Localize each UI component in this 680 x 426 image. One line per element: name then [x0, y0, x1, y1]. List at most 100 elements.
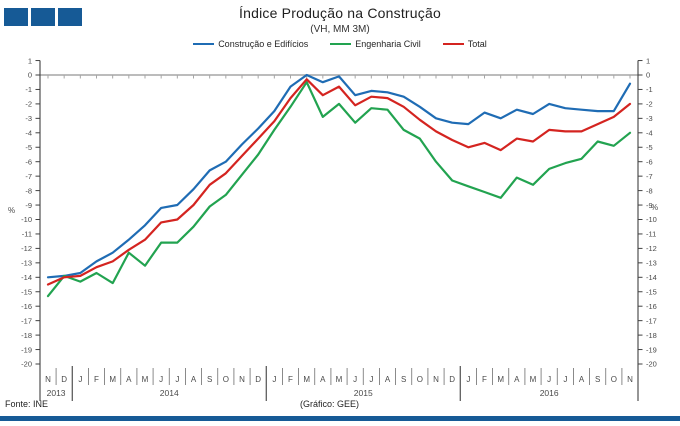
percent-label: %	[651, 203, 658, 212]
month-label: N	[433, 375, 439, 384]
y-tick-label: -4	[25, 129, 32, 138]
legend-label: Engenharia Civil	[355, 39, 421, 49]
series-line-constru-o-e-edif-cios	[46, 73, 632, 279]
y-tick-label: -14	[646, 273, 657, 282]
y-tick-label: 0	[28, 71, 32, 80]
y-tick-label: -20	[646, 360, 657, 369]
y-tick-label: -11	[646, 230, 656, 239]
plot-svg: 10-1-2-3-4-5-6-7-8-9-10-11-12-13-14-15-1…	[8, 56, 658, 401]
y-tick-label: -19	[21, 345, 32, 354]
y-tick-label: -14	[21, 273, 32, 282]
month-label: M	[530, 375, 537, 384]
y-tick-label: -16	[646, 302, 657, 311]
y-tick-label: 1	[28, 56, 32, 65]
month-label: J	[175, 375, 179, 384]
y-tick-label: -6	[25, 157, 32, 166]
y-tick-label: -18	[21, 331, 32, 340]
month-label: J	[466, 375, 470, 384]
y-tick-label: -2	[646, 100, 653, 109]
series-line-engenharia-civil	[46, 81, 632, 298]
month-label: F	[94, 375, 99, 384]
legend-label: Total	[467, 39, 487, 49]
month-label: J	[353, 375, 357, 384]
month-label: A	[514, 375, 520, 384]
month-label: S	[401, 375, 406, 384]
legend-item: Engenharia Civil	[330, 39, 421, 49]
y-tick-label: -10	[21, 215, 32, 224]
month-label: N	[45, 375, 51, 384]
y-tick-label: -11	[22, 230, 32, 239]
month-label: A	[579, 375, 585, 384]
y-tick-label: -3	[25, 114, 32, 123]
month-label: F	[288, 375, 293, 384]
month-label: S	[207, 375, 212, 384]
year-label: 2014	[160, 388, 179, 398]
month-label: A	[385, 375, 391, 384]
y-tick-label: -4	[646, 129, 653, 138]
y-tick-label: -10	[646, 215, 657, 224]
month-label: D	[61, 375, 67, 384]
month-label: J	[563, 375, 567, 384]
series-line-total	[46, 78, 632, 286]
year-label: 2016	[540, 388, 559, 398]
y-tick-label: -12	[646, 244, 657, 253]
y-tick-label: -3	[646, 114, 653, 123]
y-tick-label: 0	[646, 71, 650, 80]
y-tick-label: 1	[646, 56, 650, 65]
month-label: O	[611, 375, 617, 384]
month-label: A	[191, 375, 197, 384]
month-label: N	[627, 375, 633, 384]
y-tick-label: -20	[21, 360, 32, 369]
chart-title: Índice Produção na Construção	[239, 5, 441, 21]
legend-line-swatch	[193, 42, 215, 46]
chart-subtitle: (VH, MM 3M)	[310, 24, 370, 35]
y-tick-label: -2	[25, 100, 32, 109]
y-tick-label: -5	[25, 143, 32, 152]
year-label: 2015	[354, 388, 373, 398]
month-label: S	[595, 375, 600, 384]
y-tick-label: -6	[646, 157, 653, 166]
month-label: A	[126, 375, 132, 384]
bottom-accent-bar	[0, 416, 680, 421]
month-label: J	[272, 375, 276, 384]
month-label: M	[303, 375, 310, 384]
y-tick-label: -18	[646, 331, 657, 340]
y-tick-label: -17	[21, 316, 32, 325]
y-tick-label: -17	[646, 316, 657, 325]
month-label: D	[449, 375, 455, 384]
legend-label: Construção e Edifícios	[218, 39, 309, 49]
year-label: 2013	[47, 388, 66, 398]
month-label: O	[417, 375, 423, 384]
legend-line-swatch	[442, 42, 464, 46]
y-tick-label: -8	[646, 186, 653, 195]
y-tick-label: -13	[646, 259, 657, 268]
credit-label: (Gráfico: GEE)	[300, 399, 360, 409]
month-label: J	[369, 375, 373, 384]
logo-square	[31, 8, 55, 26]
legend-item: Construção e Edifícios	[193, 39, 308, 49]
month-label: M	[497, 375, 504, 384]
y-tick-label: -7	[646, 172, 653, 181]
month-label: F	[482, 375, 487, 384]
app-logo	[4, 8, 82, 26]
month-label: M	[142, 375, 149, 384]
month-label: J	[159, 375, 163, 384]
legend-line-swatch	[330, 42, 352, 46]
month-label: J	[78, 375, 82, 384]
percent-label: %	[8, 206, 15, 215]
y-tick-label: -12	[21, 244, 32, 253]
y-tick-label: -7	[25, 172, 32, 181]
y-tick-label: -1	[25, 85, 32, 94]
y-tick-label: -13	[21, 259, 32, 268]
y-tick-label: -5	[646, 143, 653, 152]
month-label: O	[223, 375, 229, 384]
month-label: N	[239, 375, 245, 384]
y-tick-label: -1	[646, 85, 653, 94]
y-tick-label: -9	[25, 201, 32, 210]
source-label: Fonte: INE	[5, 399, 49, 409]
y-tick-label: -15	[21, 287, 32, 296]
month-label: D	[255, 375, 261, 384]
logo-square	[58, 8, 82, 26]
chart-legend: Construção e Edifícios Engenharia Civil To…	[0, 39, 680, 49]
month-label: M	[109, 375, 116, 384]
